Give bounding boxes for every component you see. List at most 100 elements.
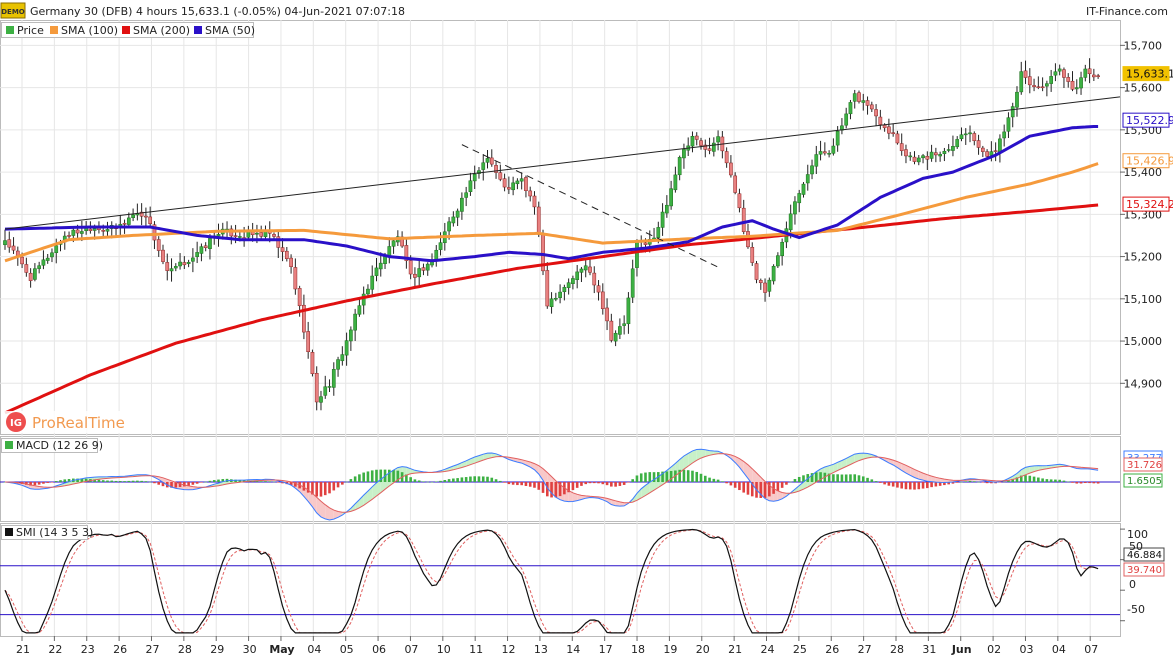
x-tick-label: 19 (663, 643, 677, 656)
x-tick-label: 31 (922, 643, 936, 656)
candle-body (951, 146, 955, 151)
macd-histogram-bar (904, 482, 908, 490)
candle-body (861, 100, 866, 103)
price-tag-label: 15,426.9 (1126, 155, 1173, 168)
candle-body (366, 288, 370, 295)
candle-body (865, 100, 870, 106)
macd-histogram-bar (797, 476, 801, 482)
macd-fill (854, 453, 859, 463)
macd-histogram-bar (345, 481, 348, 483)
macd-histogram-bar (84, 478, 88, 482)
macd-histogram-bar (776, 482, 780, 491)
candle-body (852, 93, 857, 102)
price-tag-box (1122, 66, 1170, 82)
macd-histogram-bar (1037, 477, 1040, 482)
smi-label: SMI (14 3 5 3) (16, 526, 93, 539)
macd-histogram-bar (759, 482, 763, 498)
candle-body (519, 178, 524, 182)
candle-body (302, 304, 306, 333)
candle-body (126, 217, 131, 225)
y-tick-label: 15,600 (1124, 82, 1163, 95)
macd-fill (799, 482, 804, 492)
candle-body (946, 149, 951, 151)
legend-box: Price SMA (100) SMA (200) SMA (50) (1, 22, 255, 38)
candle-body (887, 126, 891, 134)
macd-histogram-bar (1096, 482, 1100, 484)
candle-body (878, 116, 883, 125)
x-tick-label: May (269, 643, 294, 656)
legend-swatch-sma50 (194, 26, 202, 34)
macd-histogram-bar (554, 482, 558, 498)
candle-body (942, 150, 947, 154)
macd-fill (487, 452, 492, 459)
legend-sma50: SMA (50) (205, 24, 255, 37)
macd-histogram-bar (1075, 482, 1079, 484)
candle-body (618, 326, 622, 335)
candle-body (545, 270, 550, 307)
macd-histogram-bar (392, 470, 395, 482)
macd-histogram-bar (844, 474, 848, 482)
macd-histogram-bar (891, 482, 895, 487)
macd-fill (730, 454, 736, 463)
macd-histogram-bar (742, 482, 746, 493)
x-tick-label: 28 (890, 643, 904, 656)
macd-histogram-bar (977, 481, 980, 483)
sma200-line (4, 203, 1099, 415)
macd-fill (782, 492, 787, 499)
macd-histogram-bar (639, 473, 643, 482)
macd-histogram-bar (37, 482, 41, 485)
macd-fill (478, 454, 484, 462)
candle-body (165, 262, 170, 271)
candle-body (447, 221, 451, 232)
macd-histogram-bar (349, 479, 353, 482)
candle-body (336, 359, 340, 370)
macd-histogram-bar (558, 482, 562, 497)
macd-histogram-bar (998, 482, 1002, 483)
candle-body (583, 265, 588, 271)
legend-swatch-price (6, 26, 14, 34)
x-tick-label: 27 (145, 643, 159, 656)
x-tick-label: 28 (178, 643, 192, 656)
macd-fill (1025, 466, 1030, 475)
macd-histogram-bar (669, 470, 673, 482)
macd-fill (367, 486, 373, 503)
candle-body (404, 245, 409, 261)
sma50-line (4, 125, 1099, 263)
x-tick-label: 17 (599, 643, 613, 656)
candle-body (455, 210, 460, 218)
candle-body (891, 132, 896, 135)
candle-body (1074, 87, 1079, 90)
macd-histogram-bar (601, 482, 605, 485)
macd-histogram-bar (276, 482, 280, 483)
candle-body (1053, 71, 1058, 76)
macd-histogram-bar (721, 481, 724, 482)
candle-body (1070, 80, 1075, 90)
macd-histogram-bar (110, 480, 114, 482)
macd-histogram-bar (217, 479, 220, 482)
macd-fill (338, 511, 343, 518)
watermark-text: ProRealTime (32, 414, 125, 432)
candle-body (178, 261, 182, 267)
macd-histogram-bar (358, 474, 361, 482)
macd-histogram-bar (319, 482, 323, 497)
macd-histogram-bar (545, 482, 549, 497)
candle-body (1023, 70, 1028, 78)
candle-body (959, 134, 964, 139)
candle-body (643, 242, 648, 245)
candle-body (754, 263, 759, 280)
macd-histogram-bar (259, 481, 263, 482)
macd-histogram-bar (691, 470, 694, 482)
x-tick-label: Jun (951, 643, 972, 656)
candle-body (724, 151, 729, 164)
macd-histogram-bar (964, 481, 968, 482)
candle-body (592, 272, 597, 286)
macd-histogram-bar (396, 470, 400, 482)
macd-fill (914, 469, 919, 480)
macd-histogram-bar (810, 473, 814, 482)
macd-fill (935, 477, 941, 483)
candle-body (776, 255, 780, 267)
macd-histogram-bar (793, 479, 797, 482)
macd-histogram-bar (665, 471, 669, 482)
macd-histogram-bar (943, 482, 946, 486)
